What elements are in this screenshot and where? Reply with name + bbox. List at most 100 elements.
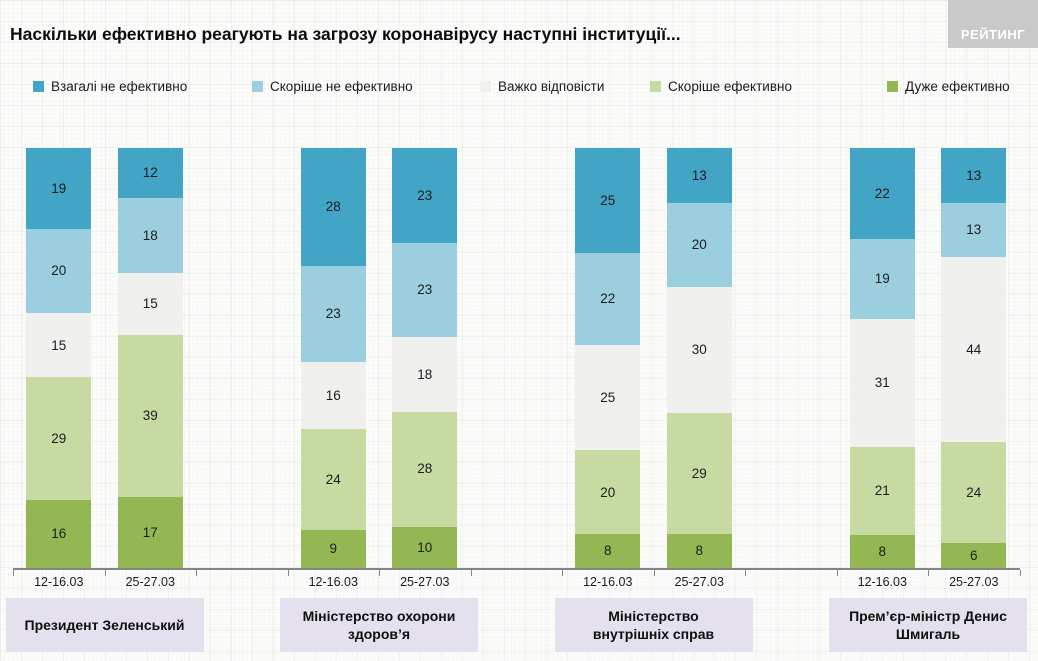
bar-segment: 25: [575, 148, 641, 253]
bar-segment: 18: [392, 337, 458, 412]
legend-item-5: Дуже ефективно: [887, 79, 1010, 94]
axis-tick: [562, 570, 563, 576]
bar-segment: 8: [575, 534, 641, 568]
segment-value-label: 19: [874, 271, 890, 287]
bar-date-label: 25-27.03: [125, 575, 175, 589]
stacked-bar-chart: 19 20 15 29 16 12-16.03 12 18 15 39 17 25-27.03 През…: [5, 148, 1027, 661]
bar-segment: 16: [26, 500, 92, 568]
bar-segment: 25: [575, 345, 641, 451]
rating-logo: РЕЙТИНГ: [948, 0, 1038, 48]
bar-segment: 6: [941, 542, 1007, 568]
bar-segment: 23: [300, 265, 366, 363]
segment-value-label: 25: [600, 390, 616, 406]
stacked-bar: 13 13 44 24 6: [941, 148, 1007, 568]
stacked-bar: 19 20 15 29 16: [26, 148, 92, 568]
axis-tick: [1019, 570, 1021, 576]
bar-segment: 18: [117, 197, 183, 273]
segment-value-label: 20: [691, 236, 707, 252]
axis-tick: [13, 570, 14, 576]
bar-date-label: 25-27.03: [949, 575, 999, 589]
legend-swatch: [887, 81, 898, 92]
bar-segment: 13: [666, 148, 732, 203]
bar-segment: 30: [666, 286, 732, 413]
bar-segment: 13: [941, 202, 1007, 258]
segment-value-label: 21: [874, 483, 890, 499]
segment-value-label: 17: [142, 524, 158, 540]
axis-tick: [470, 570, 472, 576]
segment-value-label: 12: [142, 165, 158, 181]
segment-value-label: 8: [878, 543, 886, 559]
bar-segment: 23: [392, 148, 458, 243]
bar-segment: 20: [26, 228, 92, 314]
legend-label: Скоріше ефективно: [668, 79, 792, 94]
legend-item-2: Скоріше не ефективно: [252, 79, 413, 94]
bar-segment: 15: [117, 272, 183, 336]
bar-date-label: 12-16.03: [857, 575, 907, 589]
bar-segment: 21: [849, 447, 915, 535]
bar-segment: 20: [666, 202, 732, 287]
stacked-bar: 28 23 16 24 9: [300, 148, 366, 568]
axis-tick: [287, 570, 289, 576]
segment-value-label: 15: [51, 337, 67, 353]
bar-segment: 39: [117, 335, 183, 498]
legend-label: Скоріше не ефективно: [270, 79, 413, 94]
segment-value-label: 22: [600, 291, 616, 307]
legend-swatch: [480, 81, 491, 92]
axis-tick: [104, 570, 106, 576]
bar-segment: 29: [666, 412, 732, 535]
bar-segment: 10: [392, 526, 458, 568]
legend-label: Дуже ефективно: [905, 79, 1010, 94]
x-axis-line: [13, 568, 1021, 576]
stacked-bar: 12 18 15 39 17: [117, 148, 183, 568]
legend-item-1: Взагалі не ефективно: [33, 79, 187, 94]
axis-tick: [653, 570, 655, 576]
segment-value-label: 8: [603, 543, 612, 559]
segment-value-label: 29: [691, 465, 707, 481]
group-label: Міністерство внутрішніх справ: [554, 598, 753, 652]
segment-value-label: 39: [142, 408, 158, 424]
axis-tick: [836, 570, 838, 576]
stacked-bar: 23 23 18 28 10: [392, 148, 458, 568]
group-label: Міністерство охорони здоров’я: [280, 598, 478, 652]
stacked-bar: 13 20 30 29 8: [666, 148, 732, 568]
segment-value-label: 24: [325, 472, 341, 488]
segment-value-label: 25: [600, 192, 616, 208]
segment-value-label: 24: [966, 484, 982, 500]
legend-item-4: Скоріше ефективно: [650, 79, 792, 94]
segment-value-label: 22: [874, 185, 890, 201]
bar-date-label: 12-16.03: [308, 575, 358, 589]
bar-segment: 24: [300, 429, 366, 531]
segment-value-label: 16: [325, 388, 341, 404]
bar-segment: 31: [849, 318, 915, 448]
bar-segment: 19: [849, 239, 915, 319]
segment-value-label: 15: [142, 296, 158, 312]
bar-date-label: 25-27.03: [674, 575, 724, 589]
segment-value-label: 23: [417, 187, 433, 203]
segment-value-label: 29: [51, 430, 67, 446]
bar-date-label: 12-16.03: [583, 575, 633, 589]
segment-value-label: 28: [325, 199, 341, 215]
segment-value-label: 13: [966, 167, 982, 183]
bar-segment: 19: [26, 148, 92, 229]
bar-segment: 23: [392, 242, 458, 338]
bar-segment: 8: [666, 534, 732, 568]
bar-segment: 20: [575, 450, 641, 535]
bar-segment: 17: [117, 497, 183, 568]
bar-segment: 12: [117, 148, 183, 198]
legend-item-3: Важко відповісти: [480, 79, 604, 94]
group-label: Прем’єр-міністр Денис Шмигаль: [829, 598, 1027, 652]
segment-value-label: 10: [417, 539, 433, 555]
rating-logo-text: РЕЙТИНГ: [960, 27, 1026, 42]
legend-swatch: [33, 81, 44, 92]
segment-value-label: 23: [417, 282, 433, 298]
legend-label: Важко відповісти: [498, 79, 605, 94]
segment-value-label: 23: [325, 306, 341, 322]
bar-segment: 15: [26, 313, 92, 378]
bar-segment: 22: [575, 253, 641, 346]
bar-segment: 24: [941, 441, 1007, 543]
bar-segment: 8: [849, 534, 915, 568]
segment-value-label: 18: [417, 366, 433, 382]
legend: Взагалі не ефективно Скоріше не ефективно…: [0, 79, 1038, 97]
axis-tick: [745, 570, 746, 576]
